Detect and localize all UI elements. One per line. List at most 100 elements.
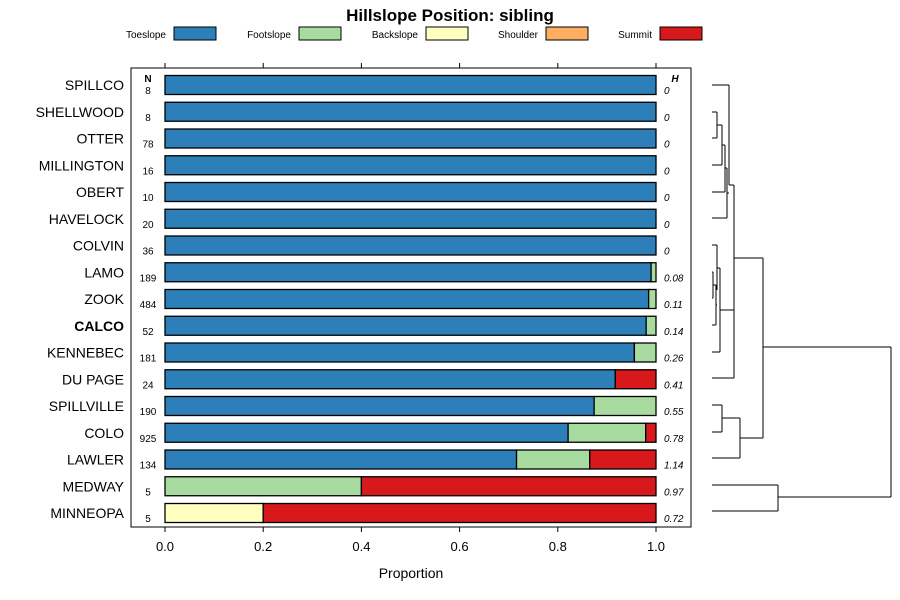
legend-swatch-shoulder: [545, 26, 589, 41]
legend: Toeslope Footslope Backslope Shoulder Summit: [126, 26, 703, 41]
bar-segment-colo-toeslope: [164, 422, 569, 443]
category-label: MEDWAY: [63, 478, 125, 494]
h-value-label: 0: [664, 166, 670, 177]
x-axis: 0.0 0.2 0.4 0.6 0.8 1.0: [156, 63, 665, 554]
x-tick-label: 0.4: [352, 539, 370, 554]
category-label: HAVELOCK: [49, 211, 125, 227]
h-value-label: 0.55: [664, 407, 684, 418]
bar-segment-zook-footslope: [647, 288, 657, 310]
n-count-label: 78: [142, 140, 154, 151]
x-tick-label: 0.2: [254, 539, 272, 554]
bar-segment-colo-footslope: [567, 422, 647, 443]
n-count-label: 5: [145, 487, 151, 498]
plot-frame: [130, 67, 692, 528]
n-count-label: 8: [145, 86, 151, 97]
n-count-label: 10: [142, 193, 154, 204]
category-label: SHELLWOOD: [36, 104, 124, 120]
n-count-label: 20: [142, 220, 154, 231]
legend-swatch-footslope: [298, 26, 342, 41]
x-tick-label: 0.8: [549, 539, 567, 554]
bar-segment-millington-toeslope: [164, 155, 657, 176]
bar-segment-colvin-toeslope: [164, 235, 657, 256]
legend-label-toeslope: Toeslope: [126, 30, 166, 41]
n-column-header: N: [144, 74, 151, 85]
chart-title: Hillslope Position: sibling: [346, 6, 554, 25]
h-value-label: 1.14: [664, 461, 684, 472]
legend-swatch-backslope: [425, 26, 469, 41]
category-label: DU PAGE: [62, 371, 124, 387]
category-label: COLVIN: [73, 238, 124, 254]
legend-label-footslope: Footslope: [247, 30, 291, 41]
h-value-label: 0: [664, 140, 670, 151]
n-count-label: 24: [142, 380, 154, 391]
bar-segment-medway-footslope: [164, 476, 363, 497]
h-value-label: 0.72: [664, 514, 684, 525]
n-count-label: 8: [145, 113, 151, 124]
bar-segment-kennebec-toeslope: [164, 342, 636, 363]
bar-rows: SPILLCO 8 0 SHELLWOOD 8 0 OTTER 78 0 MILLINGTON 16…: [36, 74, 684, 525]
category-label: SPILLCO: [65, 77, 124, 93]
n-count-label: 190: [140, 407, 157, 418]
category-label: LAMO: [84, 264, 124, 280]
legend-label-summit: Summit: [618, 30, 652, 41]
bar-segment-kennebec-footslope: [633, 342, 657, 363]
n-count-label: 181: [140, 354, 157, 365]
legend-swatch-summit: [659, 26, 703, 41]
bar-segment-spillville-toeslope: [164, 395, 595, 417]
bar-segment-lawler-summit: [589, 449, 657, 470]
h-value-label: 0: [664, 113, 670, 124]
bar-segment-colo-summit: [645, 422, 657, 443]
bar-segment-spillville-footslope: [593, 395, 657, 417]
bar-segment-calco-toeslope: [164, 315, 647, 336]
bar-segment-lawler-toeslope: [164, 449, 518, 470]
h-value-label: 0: [664, 220, 670, 231]
bar-segment-otter-toeslope: [164, 128, 657, 149]
bar-segment-calco-footslope: [645, 315, 657, 336]
n-count-label: 134: [140, 461, 157, 472]
bar-segment-minneopa-summit: [262, 502, 657, 524]
bar-segment-du-page-summit: [614, 369, 657, 390]
category-label: OTTER: [77, 131, 124, 147]
legend-label-backslope: Backslope: [372, 30, 419, 41]
h-value-label: 0.11: [664, 300, 683, 311]
h-value-label: 0.08: [664, 273, 684, 284]
h-value-label: 0.78: [664, 434, 684, 445]
bar-segment-zook-toeslope: [164, 288, 650, 310]
x-tick-label: 0.0: [156, 539, 174, 554]
bar-segment-lamo-footslope: [650, 262, 657, 283]
n-count-label: 36: [142, 247, 154, 258]
category-label: MINNEOPA: [50, 505, 124, 521]
legend-label-shoulder: Shoulder: [498, 30, 539, 41]
n-count-label: 925: [140, 434, 157, 445]
n-count-label: 5: [145, 514, 151, 525]
category-label: ZOOK: [84, 291, 124, 307]
n-count-label: 52: [142, 327, 154, 338]
category-label: OBERT: [76, 184, 124, 200]
category-label: SPILLVILLE: [49, 398, 124, 414]
bar-segment-obert-toeslope: [164, 181, 657, 203]
bar-segment-havelock-toeslope: [164, 208, 657, 229]
x-tick-label: 0.6: [451, 539, 469, 554]
bar-segment-shellwood-toeslope: [164, 101, 657, 122]
category-label: KENNEBEC: [47, 345, 124, 361]
h-value-label: 0: [664, 193, 670, 204]
category-label: CALCO: [74, 318, 124, 334]
h-value-label: 0: [664, 247, 670, 258]
bar-segment-lawler-footslope: [515, 449, 591, 470]
n-count-label: 484: [140, 300, 157, 311]
category-label: COLO: [84, 425, 124, 441]
h-value-label: 0.41: [664, 380, 683, 391]
category-label: LAWLER: [67, 452, 124, 468]
h-value-label: 0: [664, 86, 670, 97]
h-column-header: H: [671, 74, 679, 85]
n-count-label: 189: [140, 273, 157, 284]
legend-swatch-toeslope: [173, 26, 217, 41]
x-axis-title: Proportion: [379, 565, 444, 581]
category-label: MILLINGTON: [39, 157, 124, 173]
x-tick-label: 1.0: [647, 539, 665, 554]
h-value-label: 0.26: [664, 354, 684, 365]
n-count-label: 16: [142, 166, 154, 177]
h-value-label: 0.14: [664, 327, 684, 338]
bar-segment-du-page-toeslope: [164, 369, 616, 390]
